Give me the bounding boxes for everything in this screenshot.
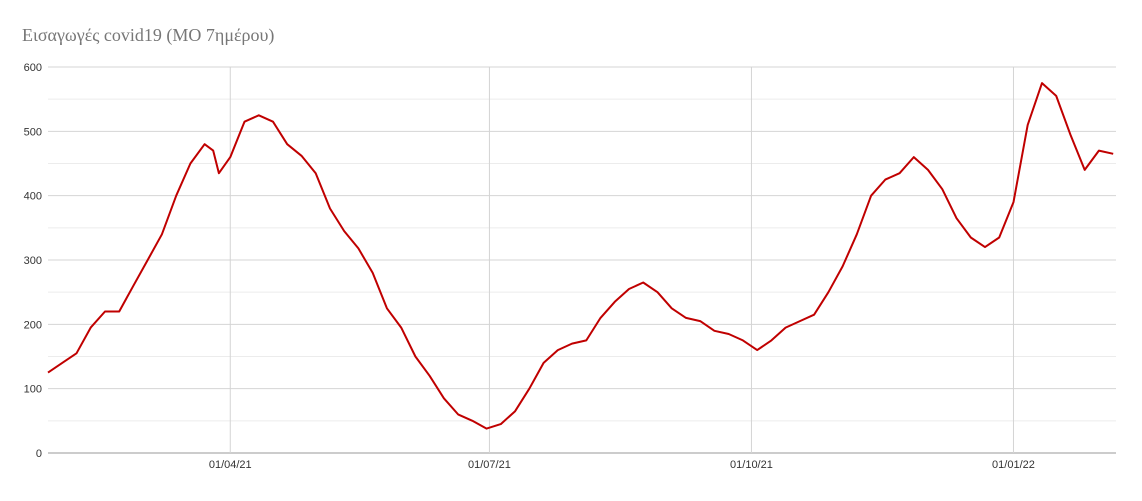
- x-tick-label: 01/01/22: [992, 459, 1035, 471]
- x-tick-label: 01/04/21: [209, 459, 252, 471]
- x-tick-label: 01/07/21: [468, 459, 511, 471]
- y-tick-label: 400: [24, 191, 42, 203]
- y-tick-label: 500: [24, 126, 42, 138]
- y-tick-label: 200: [24, 319, 42, 331]
- chart-title: Εισαγωγές covid19 (ΜΟ 7ημέρου): [22, 25, 274, 46]
- y-tick-label: 100: [24, 384, 42, 396]
- y-tick-label: 0: [36, 448, 42, 460]
- x-tick-label: 01/10/21: [730, 459, 773, 471]
- y-tick-label: 600: [24, 62, 42, 74]
- line: [47, 82, 1114, 430]
- y-tick-label: 300: [24, 255, 42, 267]
